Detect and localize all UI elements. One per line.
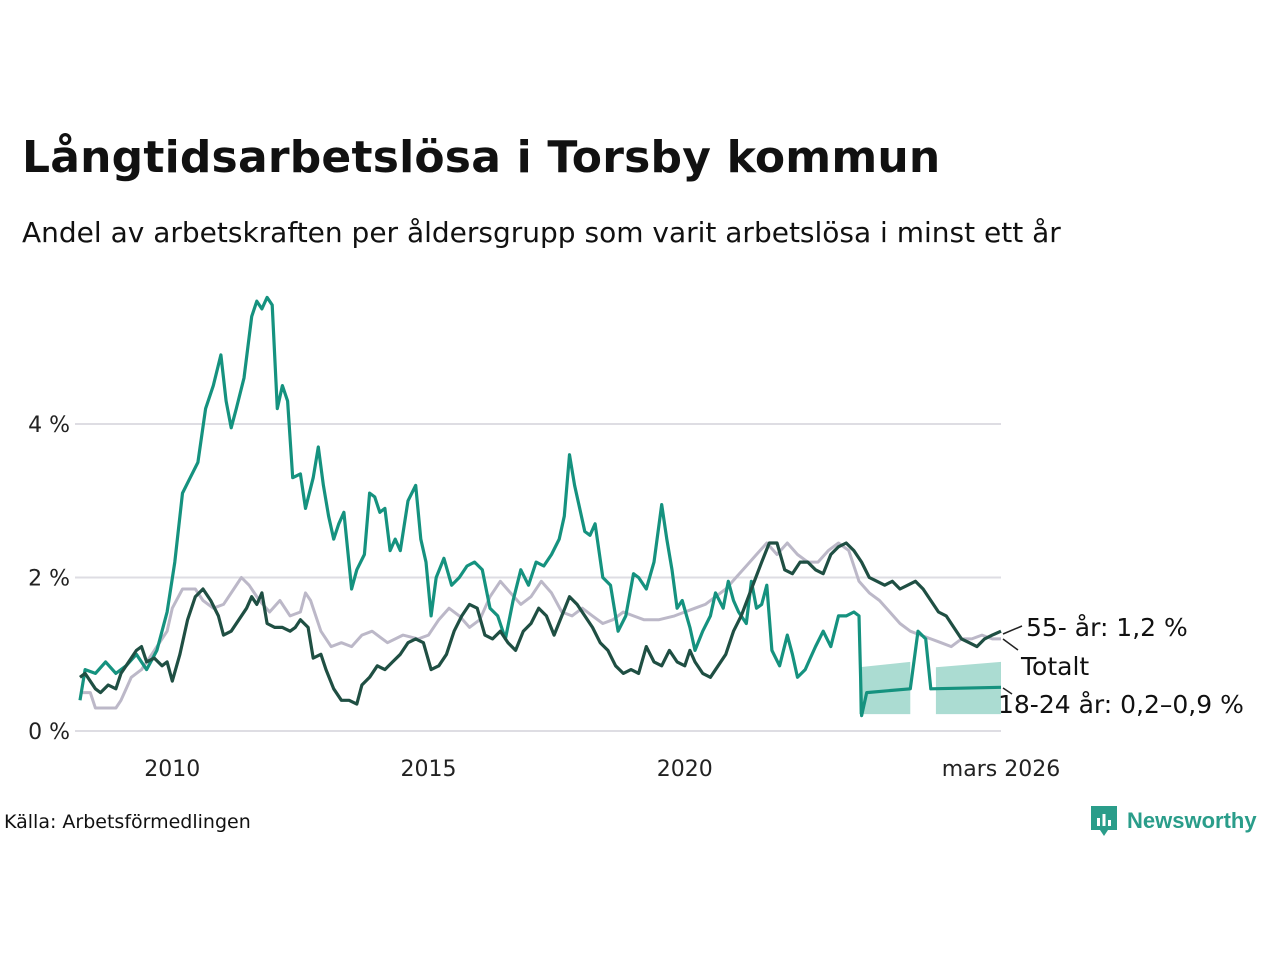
label-leader-line [1002, 687, 1013, 695]
x-axis-ticks: 2010 2015 2020 mars 2026 [144, 757, 1060, 782]
label-leader-line [1002, 638, 1019, 651]
series-line-55-r [80, 541, 1001, 710]
uncertainty-band-segment [859, 661, 911, 715]
x-tick-label: 2015 [401, 757, 457, 782]
y-axis-ticks: 0 % 2 % 4 % [28, 413, 70, 745]
series-end-label: 18-24 år: 0,2–0,9 % [998, 690, 1244, 719]
line-chart: 0 % 2 % 4 % 2010 2015 2020 mars 2026 55- år: … [28, 295, 1244, 782]
label-leader-line [1002, 625, 1023, 635]
chart-title: Långtidsarbetslösa i Torsby kommun [22, 132, 941, 183]
y-tick-label: 4 % [28, 413, 70, 438]
x-tick-label: 2020 [657, 757, 713, 782]
x-tick-label: 2010 [144, 757, 200, 782]
series-lines [78, 295, 1002, 718]
newsworthy-logo-icon [1091, 806, 1117, 836]
y-tick-label: 2 % [28, 567, 70, 592]
source-note: Källa: Arbetsförmedlingen [4, 811, 251, 833]
y-tick-label: 0 % [28, 720, 70, 745]
brand-name: Newsworthy [1127, 808, 1257, 833]
x-tick-label: mars 2026 [942, 757, 1060, 782]
brand-logo: Newsworthy [1089, 804, 1257, 838]
series-line-18-24-r [78, 295, 1002, 718]
series-end-label: 55- år: 1,2 % [1026, 613, 1188, 642]
end-labels: 55- år: 1,2 % Totalt 18-24 år: 0,2–0,9 % [998, 613, 1244, 719]
series-end-label: Totalt [1020, 652, 1089, 681]
chart-subtitle: Andel av arbetskraften per åldersgrupp s… [22, 216, 1061, 249]
series-line-totalt [79, 541, 1002, 706]
